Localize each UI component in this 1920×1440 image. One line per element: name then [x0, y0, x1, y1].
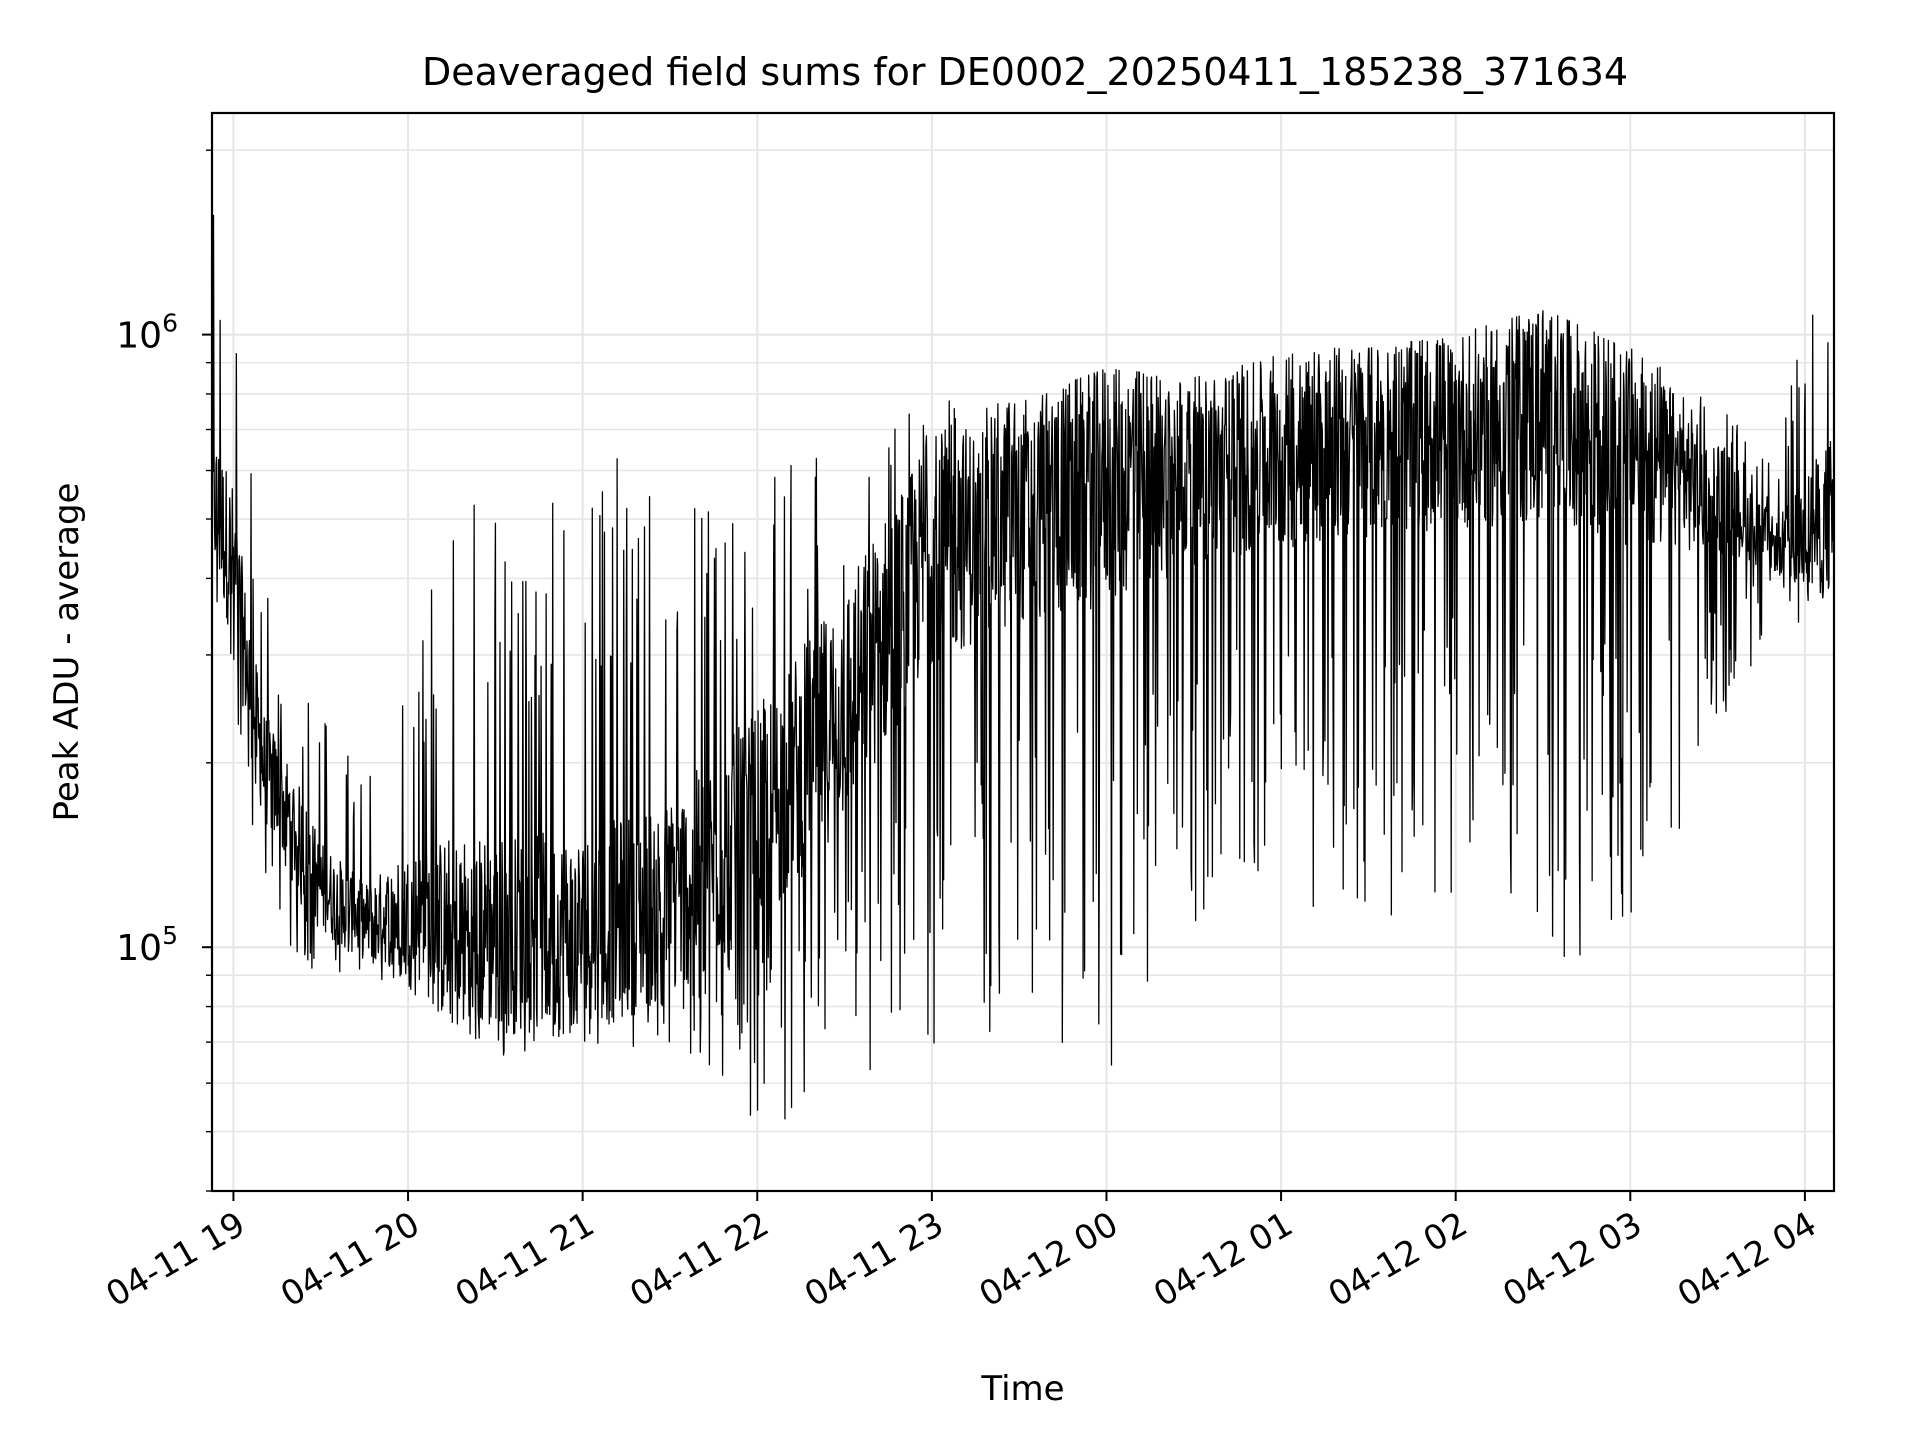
y-tick-label: 106	[116, 309, 178, 357]
series-layer	[211, 214, 1835, 1120]
plot-frame	[210, 111, 1836, 1193]
y-tick-label: 105	[116, 921, 178, 969]
y-axis: 105 106	[116, 149, 212, 1192]
x-axis-label: Time	[980, 1369, 1064, 1409]
y-axis-label: Peak ADU - average	[47, 483, 87, 822]
chart-title: Deaveraged field sums for DE0002_2025041…	[422, 50, 1628, 94]
series-line	[211, 214, 1835, 1120]
